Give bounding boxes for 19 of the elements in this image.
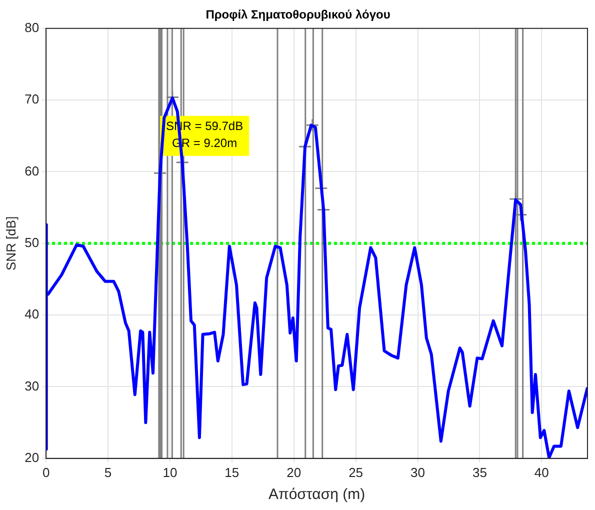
y-tick-label: 40 — [24, 306, 40, 322]
x-tick-label: 5 — [104, 464, 112, 480]
x-tick-label: 40 — [534, 464, 549, 480]
x-tick-label: 0 — [42, 464, 50, 480]
y-tick-label: 70 — [24, 92, 40, 107]
x-tick-label: 20 — [286, 464, 302, 480]
y-tick-label: 60 — [24, 163, 40, 178]
y-tick-label: 80 — [24, 20, 40, 35]
y-axis-title: SNR [dB] — [3, 216, 18, 270]
chart-title: Προφίλ Σηματοθορυβικού λόγου — [206, 8, 390, 22]
x-tick-label: 10 — [162, 464, 178, 480]
x-tick-label: 30 — [410, 464, 425, 480]
x-tick-label: 25 — [348, 464, 364, 480]
x-axis-title: Απόσταση (m) — [268, 486, 366, 504]
x-tick-label: 15 — [224, 464, 240, 480]
y-tick-label: 20 — [24, 450, 40, 465]
y-tick-label: 50 — [24, 234, 40, 250]
x-tick-label: 35 — [472, 464, 487, 480]
y-tick-label: 30 — [24, 378, 40, 394]
